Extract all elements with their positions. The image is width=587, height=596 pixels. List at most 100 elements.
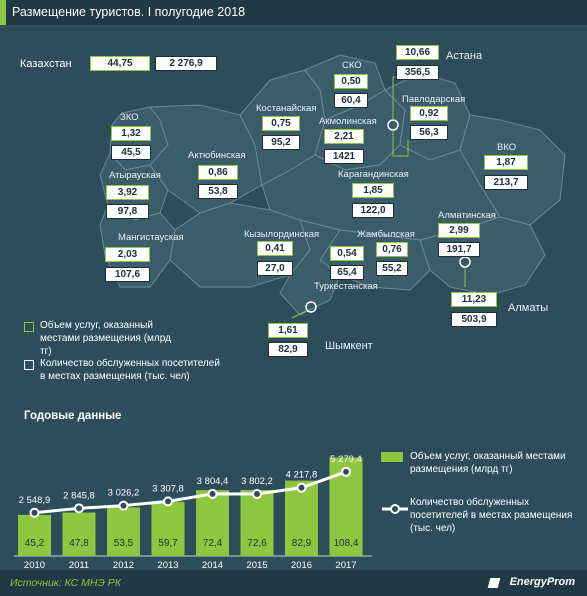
- x-tick-2016: 2016: [291, 560, 312, 570]
- line-label-2010: 2 548,9: [19, 495, 51, 506]
- region-visitors-almaty-region: 191,7: [438, 242, 480, 257]
- brand-logo: EnergyProm: [509, 576, 575, 588]
- line-label-2016: 4 217,8: [286, 470, 318, 481]
- bar-2016: [285, 480, 318, 556]
- region-visitors-kostanay: 95,2: [262, 135, 300, 150]
- bar-2011: [62, 512, 96, 556]
- x-tick-2012: 2012: [113, 560, 134, 570]
- region-volume-sko: 0,50: [334, 74, 368, 89]
- line-label-2012: 3 026,2: [108, 488, 140, 499]
- kazakhstan-visitors: 2 276,9: [155, 56, 217, 71]
- line-point-2014: [207, 488, 218, 499]
- bar-label-2017: 108,4: [333, 538, 358, 549]
- legend-volume-swatch: [24, 322, 34, 332]
- region-visitors-sko: 60,4: [334, 93, 368, 108]
- line-label-2014: 3 804,4: [197, 476, 229, 487]
- line-point-2011: [74, 503, 84, 514]
- region-label-almaty-region: Алматинская: [438, 210, 496, 221]
- bar-label-2013: 59,7: [158, 538, 178, 549]
- region-volume-almaty-region: 2,99: [438, 223, 480, 238]
- bar-label-2012: 53,5: [114, 538, 134, 549]
- region-volume-shymkent: 1,61: [268, 323, 308, 338]
- line-label-2011: 2 845,8: [63, 490, 95, 501]
- x-tick-2015: 2015: [246, 560, 267, 570]
- region-label-atyrau: Атырауская: [109, 170, 161, 181]
- bar-label-2011: 47,8: [69, 538, 89, 549]
- region-volume-vko: 1,87: [484, 155, 528, 170]
- line-point-2013: [163, 496, 173, 507]
- chart-legend-bar-label: Объем услуг, оказанный местами размещени…: [410, 451, 566, 475]
- region-label-zhambyl: Жамбылская: [357, 229, 415, 240]
- chart-legend-line-swatch: [382, 504, 408, 514]
- line-point-2016: [296, 482, 307, 493]
- kazakhstan-volume: 44,75: [90, 56, 150, 71]
- legend-visitors-label: Количество обслуженных посетителей в мес…: [40, 358, 220, 382]
- line-point-2012: [118, 500, 129, 511]
- region-volume-kyzylorda: 0,41: [257, 241, 293, 256]
- source-note: Источник: КС МНЭ РК: [10, 577, 121, 589]
- chart-legend-bar-swatch: [381, 452, 403, 462]
- chart-legend-line-label: Количество обслуженных посетителей в мес…: [410, 497, 573, 534]
- region-label-karaganda: Карагандинская: [338, 169, 409, 180]
- region-visitors-almaty: 503,9: [451, 312, 497, 327]
- visitors-line: [34, 470, 347, 515]
- legend-volume-label: Объем услуг, оказанный местами размещени…: [40, 320, 171, 357]
- bar-2013: [151, 501, 185, 556]
- region-visitors-aktobe: 53,8: [198, 184, 238, 199]
- region-label-vko: ВКО: [497, 142, 517, 153]
- bar-label-2015: 72,6: [247, 538, 267, 549]
- region-volume-astana: 10,66: [396, 45, 439, 60]
- footer-bar: Источник: КС МНЭ РК EnergyProm: [0, 570, 587, 596]
- region-visitors-shymkent: 82,9: [268, 342, 308, 357]
- bar-2012: [107, 507, 140, 556]
- region-visitors-karaganda: 122,0: [352, 203, 394, 218]
- header-accent: [0, 0, 6, 25]
- region-label-turkestan: Туркестанская: [314, 281, 378, 292]
- bar-label-2010: 45,2: [25, 538, 45, 549]
- annual-chart: 45,2 2010 47,8 2011 53,5 2012 59,7 2013 72,4 2014…: [14, 454, 372, 570]
- city-label-almaty: Алматы: [508, 302, 549, 314]
- region-volume-mangistau: 2,03: [105, 247, 150, 262]
- region-label-akmola: Акмолинская: [319, 116, 377, 127]
- brand-icon: [487, 578, 501, 588]
- astana-connector: [392, 76, 395, 120]
- region-shape-turkestan: [279, 219, 341, 316]
- x-tick-2010: 2010: [24, 560, 45, 570]
- bar-2015: [240, 490, 274, 556]
- region-label-sko: СКО: [342, 60, 362, 71]
- region-label-mangistau: Мангистауская: [118, 232, 184, 243]
- region-volume-aktobe: 0,86: [198, 165, 238, 180]
- city-label-astana: Астана: [446, 50, 483, 62]
- line-point-2010: [29, 507, 40, 518]
- astana-connector-2: [392, 130, 409, 157]
- region-label-kostanay: Костанайская: [256, 103, 317, 114]
- legend-visitors-swatch: [24, 360, 34, 370]
- x-tick-2014: 2014: [202, 560, 223, 570]
- region-volume-pavlodar: 0,92: [410, 106, 448, 121]
- annual-title: Годовые данные: [24, 410, 122, 422]
- shymkent-marker: [305, 301, 317, 313]
- region-volume-akmola: 2,21: [324, 129, 364, 144]
- x-tick-2017: 2017: [335, 560, 356, 570]
- line-label-2017: 5 279,4: [330, 454, 362, 465]
- region-visitors-mangistau: 107,6: [105, 267, 150, 282]
- shymkent-connector: [291, 310, 307, 319]
- region-visitors-turkestan: 65,4: [330, 265, 364, 280]
- region-visitors-vko: 213,7: [484, 175, 528, 190]
- bar-2010: [18, 514, 51, 556]
- region-volume-zko: 1,32: [111, 126, 151, 141]
- line-label-2013: 3 307,8: [152, 483, 184, 494]
- x-tick-2011: 2011: [69, 560, 89, 570]
- region-label-kyzylorda: Кызылординская: [244, 229, 320, 240]
- region-visitors-pavlodar: 56,3: [410, 125, 448, 140]
- region-visitors-zhambyl: 55,2: [376, 261, 408, 276]
- page-title: Размещение туристов. I полугодие 2018: [12, 5, 246, 19]
- bar-label-2014: 72,4: [203, 538, 223, 549]
- kazakhstan-label: Казахстан: [20, 58, 72, 70]
- x-tick-2013: 2013: [157, 560, 178, 570]
- region-visitors-atyrau: 97,8: [106, 204, 149, 219]
- region-volume-almaty: 11,23: [451, 292, 497, 307]
- region-label-zko: ЗКО: [120, 112, 139, 123]
- region-visitors-zko: 45,5: [111, 145, 151, 160]
- region-volume-atyrau: 3,92: [106, 185, 149, 200]
